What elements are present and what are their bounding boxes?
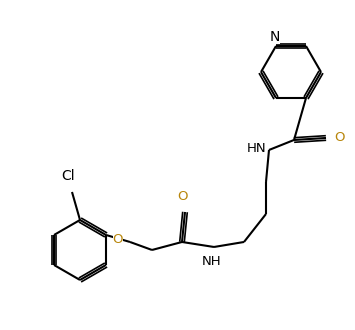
Text: O: O <box>177 190 187 203</box>
Text: N: N <box>270 30 280 44</box>
Text: Cl: Cl <box>61 169 75 183</box>
Text: NH: NH <box>202 255 222 268</box>
Text: O: O <box>334 131 344 145</box>
Text: O: O <box>113 234 123 247</box>
Text: HN: HN <box>246 143 266 155</box>
